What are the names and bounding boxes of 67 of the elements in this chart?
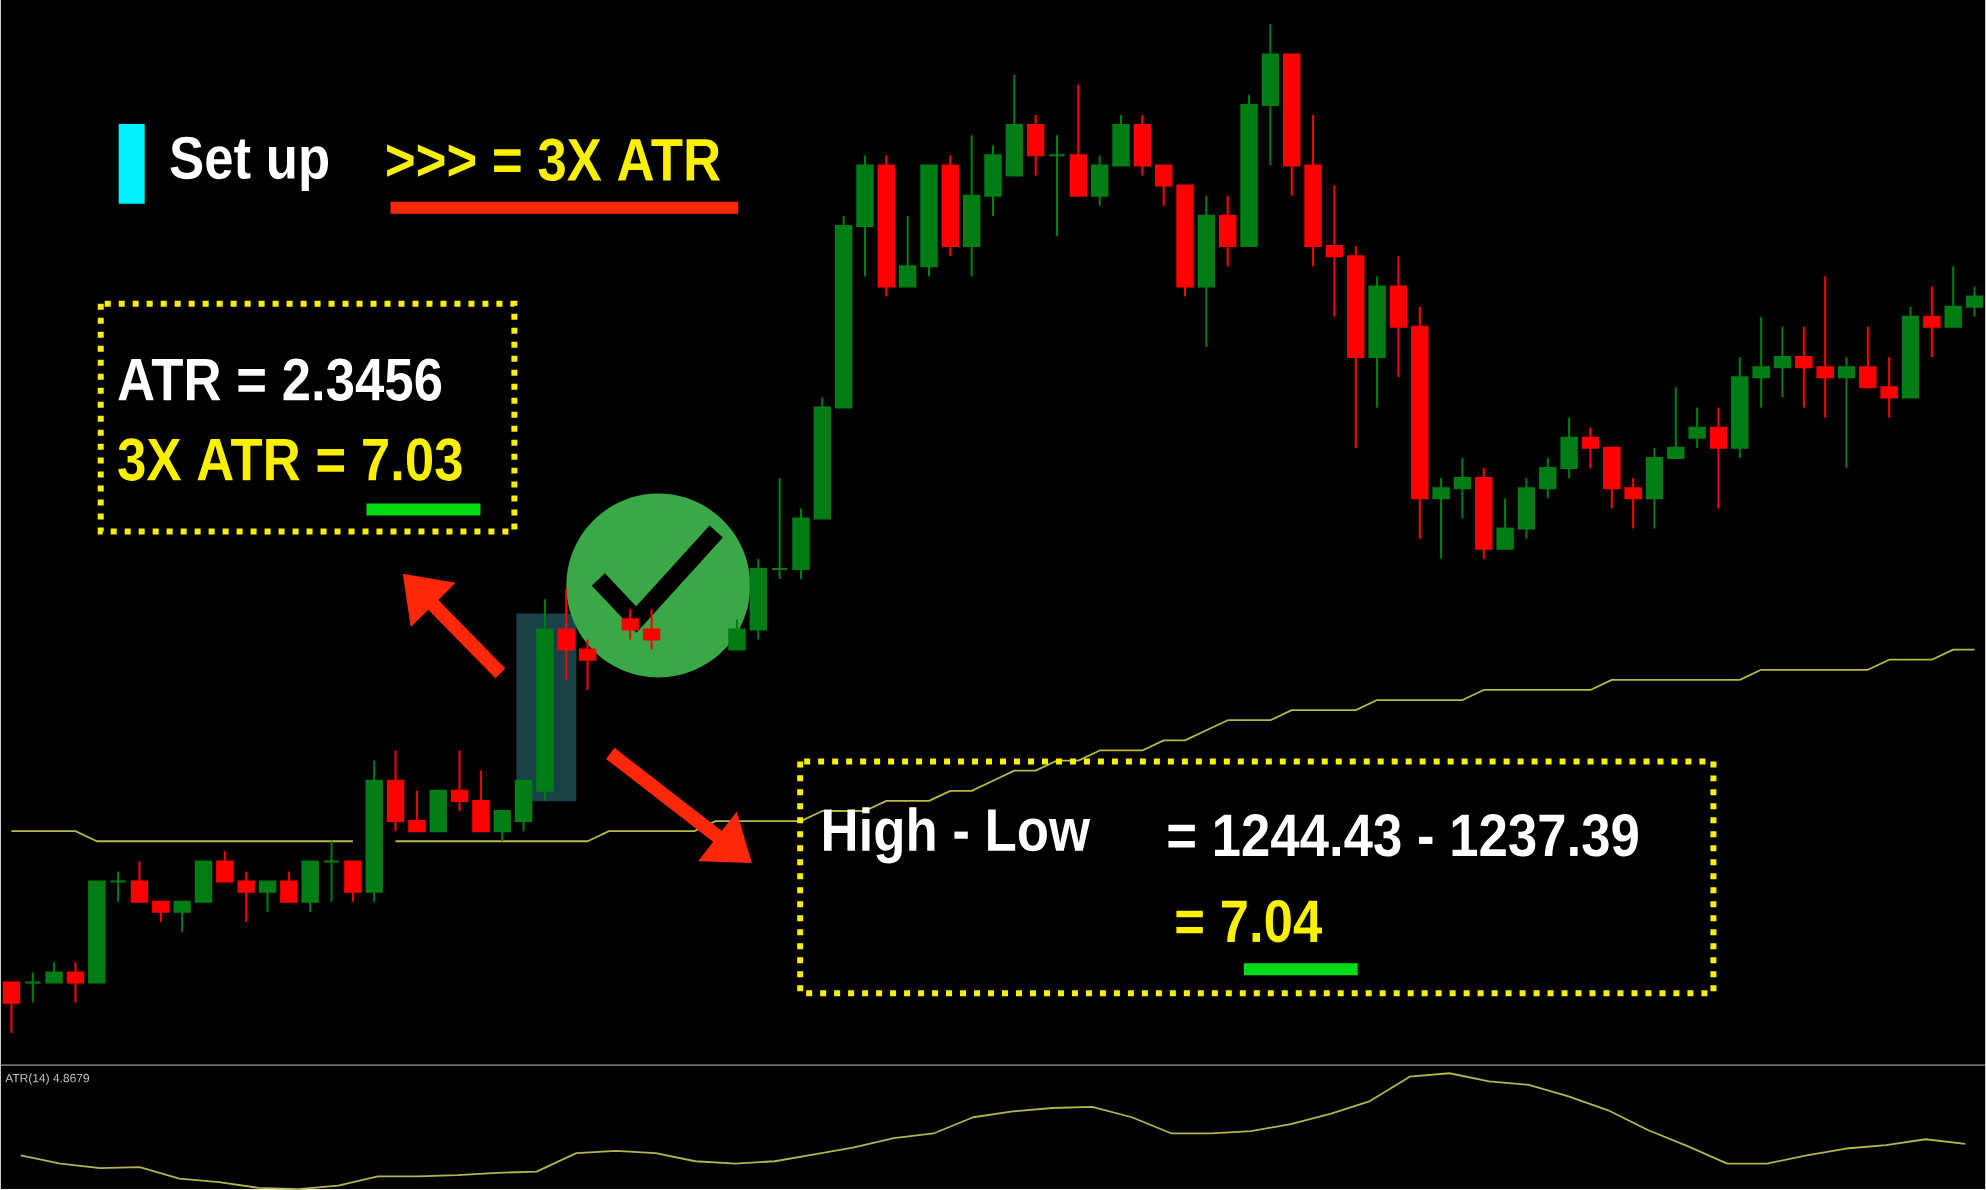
candlestick: [1027, 114, 1045, 177]
candlestick: [1581, 426, 1600, 470]
candlestick: [1709, 406, 1728, 510]
candlestick: [45, 961, 63, 984]
candlestick: [1923, 285, 1941, 359]
candlestick: [514, 779, 533, 833]
candlestick: [1837, 356, 1856, 470]
candlestick: [472, 769, 490, 833]
candlestick: [1069, 83, 1088, 197]
candlestick: [578, 638, 597, 691]
candlestick: [194, 860, 213, 903]
candlestick: [24, 971, 42, 1004]
candlestick: [2, 981, 21, 1034]
candlestick: [109, 870, 127, 903]
candlestick: [408, 789, 426, 833]
annotation: 3X ATR = 7.03: [118, 438, 462, 481]
candlestick: [1432, 477, 1450, 560]
candlestick: [301, 860, 319, 913]
candlestick: [1752, 315, 1770, 409]
candlestick: [1560, 416, 1578, 480]
candlestick: [1219, 194, 1237, 268]
candlestick: [984, 144, 1002, 217]
candlestick: [450, 749, 469, 813]
annotation: = 7.04: [1176, 900, 1323, 943]
candlestick: [1624, 477, 1642, 530]
candlestick: [173, 900, 191, 934]
candlestick: [322, 840, 341, 903]
candlestick: [1965, 285, 1984, 318]
candlestick: [1155, 164, 1173, 207]
candlestick: [429, 789, 447, 833]
candlestick: [1453, 456, 1472, 520]
annotation: Set up: [170, 136, 329, 192]
annotation: >>> = 3X ATR: [387, 138, 721, 182]
candlestick: [386, 749, 405, 833]
candlestick: [280, 870, 298, 903]
annotation: ATR = 2.3456: [118, 358, 442, 401]
candlestick: [1325, 184, 1344, 318]
candlestick: [642, 608, 661, 651]
candlestick: [1496, 497, 1514, 550]
candlestick: [728, 618, 746, 651]
candlestick: [237, 870, 255, 923]
candlestick: [1645, 446, 1664, 530]
candlestick: [898, 214, 917, 288]
candlestick: [1688, 406, 1706, 449]
candlestick: [344, 860, 362, 903]
candlestick: [258, 880, 277, 913]
candlestick: [1944, 265, 1962, 328]
candlestick: [557, 588, 575, 681]
candlestick: [1091, 154, 1109, 207]
candlestick: [1133, 114, 1152, 177]
candlestick: [1517, 477, 1536, 540]
candlestick: [621, 608, 639, 641]
candlestick: [1773, 325, 1792, 399]
candlestick: [216, 850, 234, 883]
candlestick: [770, 477, 789, 581]
candlestick: [1603, 446, 1621, 510]
candlestick: [1389, 255, 1408, 379]
candlestick: [1112, 114, 1130, 167]
annotation: = 1244.43 - 1237.39: [1168, 814, 1638, 857]
candlestick: [1539, 456, 1557, 500]
candlestick: [130, 860, 149, 903]
annotation: High - Low: [824, 807, 1091, 864]
candlestick: [1667, 386, 1685, 459]
candlestick: [493, 810, 511, 843]
candlestick: [152, 900, 170, 923]
candlestick: [66, 961, 85, 1004]
candlestick: [1048, 134, 1066, 238]
